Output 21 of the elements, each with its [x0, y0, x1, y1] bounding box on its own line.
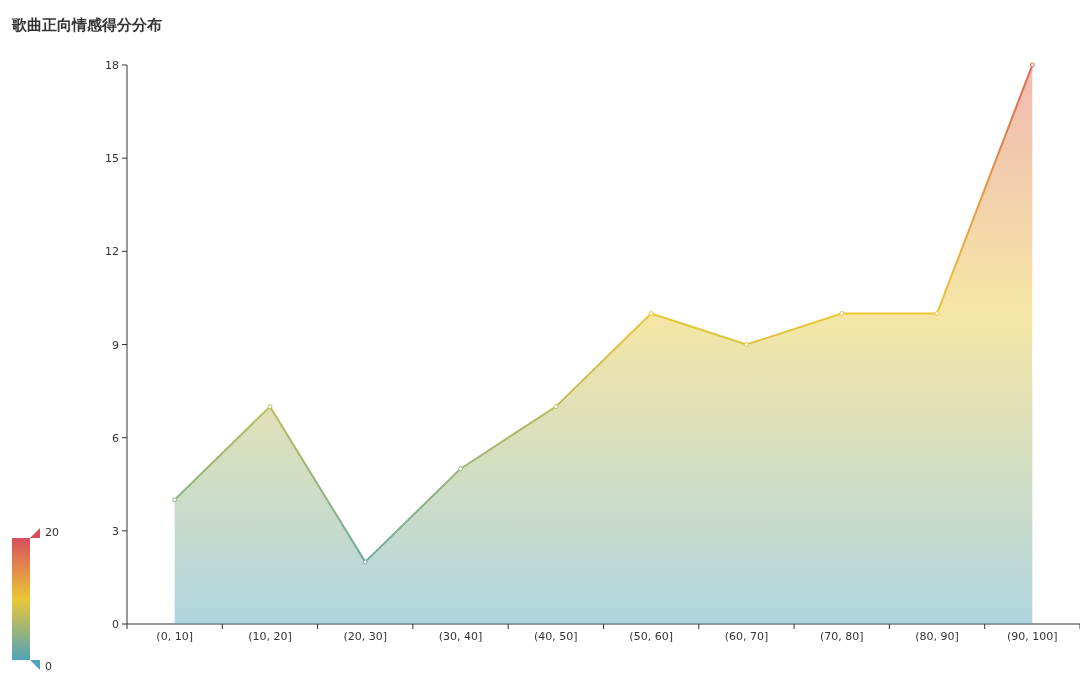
x-tick-label: (70, 80]: [819, 630, 864, 643]
y-tick-label: 3: [112, 524, 119, 538]
x-tick-label: (60, 70]: [724, 630, 769, 643]
x-tick-label: (50, 60]: [629, 630, 673, 643]
color-bar-label: 0: [45, 660, 52, 673]
x-tick-label: (80, 90]: [915, 630, 959, 643]
x-tick-label: (30, 40]: [438, 630, 483, 643]
x-tick-label: (10, 20]: [248, 630, 292, 643]
y-tick-label: 0: [112, 618, 119, 631]
y-tick-label: 12: [105, 245, 119, 259]
x-tick-label: (40, 50]: [534, 630, 578, 643]
y-tick-label: 18: [105, 59, 119, 72]
chart-title: 歌曲正向情感得分分布: [11, 16, 162, 34]
y-tick-label: 6: [112, 431, 119, 445]
y-tick-label: 15: [105, 152, 119, 166]
colorbar: 0 20: [12, 526, 59, 673]
x-tick-label: (20, 30]: [343, 630, 388, 643]
y-tick-label: 9: [112, 338, 119, 352]
x-tick-label: (0, 10]: [156, 630, 193, 643]
x-tick-label: (90, 100]: [1007, 630, 1058, 643]
color-bar-label: 20: [45, 526, 59, 539]
